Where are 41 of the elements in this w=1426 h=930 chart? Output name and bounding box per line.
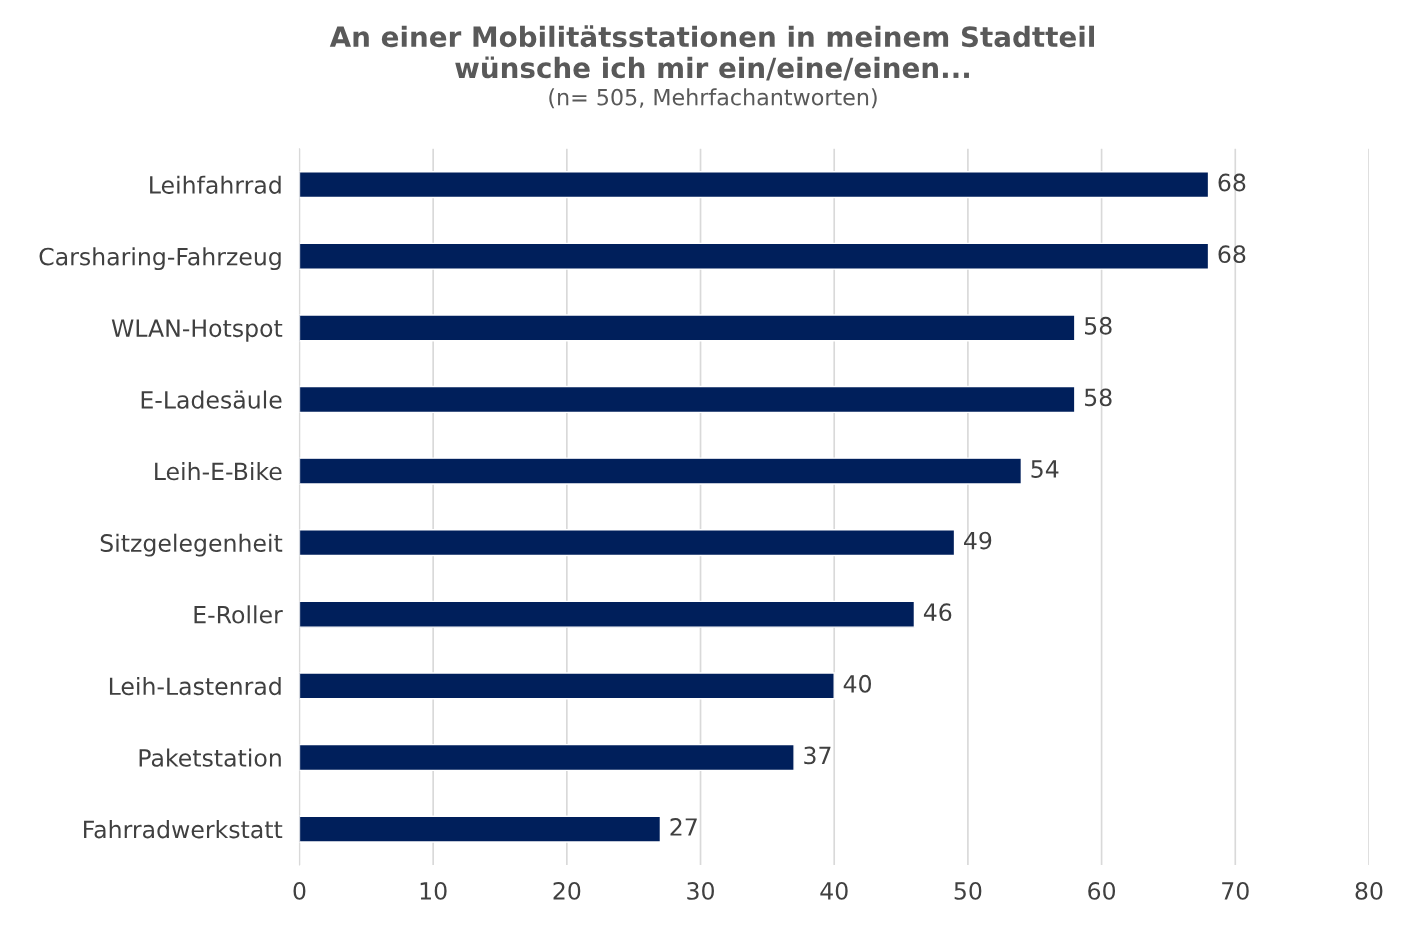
- bar: [299, 171, 1210, 199]
- data-label: 58: [1085, 316, 1112, 335]
- bar: [299, 672, 835, 700]
- x-tick-label: 30: [687, 881, 714, 900]
- bar: [299, 529, 956, 557]
- bar: [299, 815, 662, 843]
- bar: [299, 743, 795, 772]
- y-tick-label: WLAN-Hotspot: [111, 319, 283, 342]
- y-tick-label: Paketstation: [139, 748, 281, 767]
- data-label: 68: [1218, 173, 1246, 192]
- bar: [299, 314, 1076, 342]
- chart-subtitle: (n= 505, Mehrfachantworten): [549, 88, 877, 109]
- y-tick-label: E-Ladesäule: [141, 390, 282, 409]
- y-tick-label: Leih-Lastenrad: [109, 676, 281, 696]
- y-tick-label: Leihfahrrad: [150, 175, 281, 194]
- x-tick-label: 40: [820, 881, 848, 900]
- data-label: 27: [670, 818, 697, 836]
- data-label: 37: [804, 746, 831, 765]
- y-tick-label: Carsharing-Fahrzeug: [39, 247, 281, 271]
- data-label: 58: [1085, 388, 1112, 407]
- x-tick-label: 80: [1355, 881, 1383, 900]
- bar: [299, 457, 1023, 485]
- data-label: 46: [923, 603, 952, 622]
- y-tick-label: Fahrradwerkstatt: [84, 820, 283, 839]
- y-tick-label: E-Roller: [194, 605, 283, 624]
- bar: [299, 600, 916, 628]
- data-label: 54: [1031, 460, 1059, 478]
- bar: [299, 385, 1076, 414]
- x-tick-label: 60: [1088, 881, 1116, 900]
- bar: [299, 242, 1210, 270]
- x-tick-label: 70: [1222, 881, 1249, 900]
- data-label: 49: [964, 531, 992, 550]
- x-tick-label: 20: [553, 881, 581, 900]
- x-tick-label: 0: [293, 881, 306, 900]
- data-label: 68: [1218, 245, 1246, 264]
- y-tick-label: Leih-E-Bike: [155, 462, 282, 481]
- data-label: 40: [843, 674, 872, 693]
- x-tick-label: 10: [420, 881, 447, 900]
- x-tick-label: 50: [954, 881, 982, 900]
- y-tick-label: Sitzgelegenheit: [100, 533, 283, 557]
- chart-title: An einer Mobilitätsstationen in meinem Stadtteil wünsche ich mir ein/eine/einen...: [329, 25, 1094, 81]
